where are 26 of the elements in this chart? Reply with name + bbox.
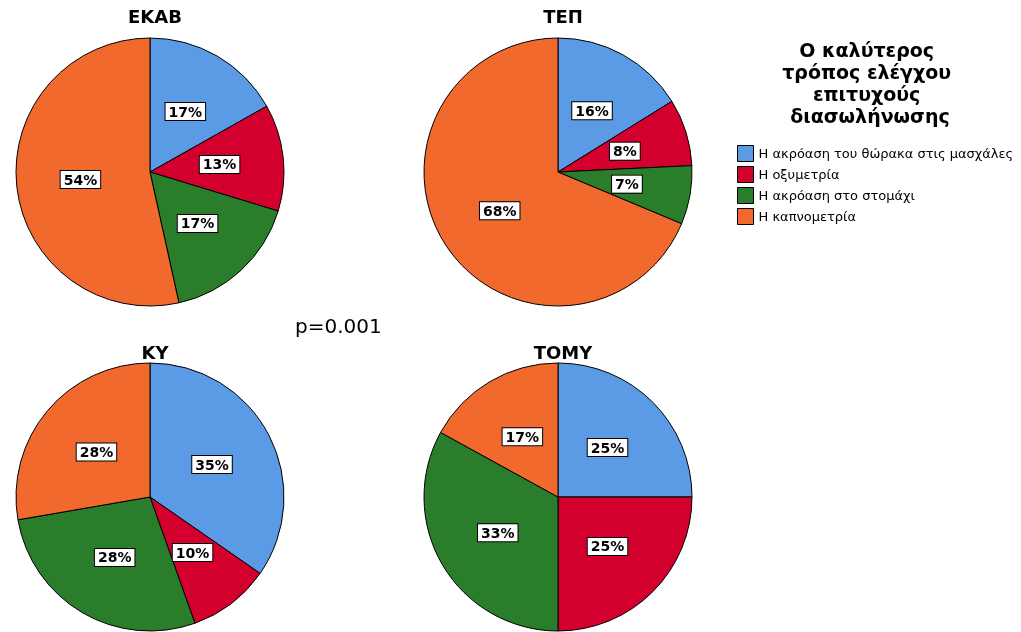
text: p=0.001 xyxy=(295,314,382,338)
data-label: 25% xyxy=(590,439,625,456)
data-label: 25% xyxy=(590,538,625,555)
data-label: 35% xyxy=(195,456,229,473)
legend-label: Η ακρόαση στο στομάχι xyxy=(758,188,915,203)
chart-title: ΚΥ xyxy=(141,341,170,363)
data-label: 28% xyxy=(79,443,114,460)
legend-label: Η οξυμετρία xyxy=(758,167,840,182)
data-label: 17% xyxy=(505,428,540,445)
data-label: 33% xyxy=(480,524,515,541)
data-label: 17% xyxy=(180,215,215,232)
data-label: 8% xyxy=(612,143,637,160)
data-label: 7% xyxy=(615,176,639,193)
data-label: 16% xyxy=(575,102,609,119)
chart-title: ΕΚΑΒ xyxy=(128,5,182,27)
data-label: 68% xyxy=(482,202,517,219)
legend-label: Η καπνομετρία xyxy=(758,209,857,224)
legend-label: Η ακρόαση του θώρακα στις μασχάλες xyxy=(758,146,1014,161)
legend-title: Ο καλύτερος τρόπος ελέγχου επιτυχούς διασωλήνωσης xyxy=(782,39,958,127)
data-label: 54% xyxy=(63,171,98,188)
data-label: 10% xyxy=(175,544,210,561)
data-label: 17% xyxy=(168,103,203,120)
data-label: 13% xyxy=(202,156,237,173)
chart-title: ΤΟΜΥ xyxy=(533,341,594,363)
chart-title: ΤΕΠ xyxy=(543,5,583,27)
data-label: 28% xyxy=(97,549,132,566)
